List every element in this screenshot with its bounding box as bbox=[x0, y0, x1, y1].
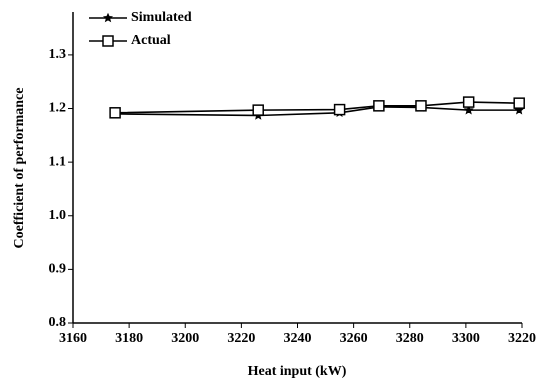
x-tick-label: 3300 bbox=[452, 331, 480, 346]
y-tick-label: 1.2 bbox=[49, 101, 67, 116]
y-axis-label: Coefficient of performance bbox=[12, 88, 27, 249]
x-tick-label: 3200 bbox=[171, 331, 199, 346]
y-tick-label: 1.1 bbox=[49, 154, 67, 169]
y-tick-label: 0.9 bbox=[49, 262, 67, 277]
x-tick-label: 3240 bbox=[284, 331, 312, 346]
x-tick-label: 3280 bbox=[396, 331, 424, 346]
data-point bbox=[415, 100, 427, 112]
data-point bbox=[252, 104, 264, 116]
series-line bbox=[115, 101, 520, 114]
legend-label: Simulated bbox=[131, 10, 192, 25]
legend-label: Actual bbox=[131, 33, 171, 48]
y-tick-label: 1.0 bbox=[49, 208, 67, 223]
data-point bbox=[333, 103, 346, 116]
x-tick-label: 3180 bbox=[115, 331, 143, 346]
data-point bbox=[373, 100, 385, 112]
y-tick-label: 1.3 bbox=[49, 47, 67, 62]
x-tick-label: 3220 bbox=[227, 331, 255, 346]
data-point bbox=[513, 97, 525, 109]
data-point bbox=[463, 104, 474, 115]
data-point bbox=[462, 96, 475, 108]
x-tick-label: 3160 bbox=[59, 331, 87, 346]
legend-marker bbox=[103, 12, 113, 23]
x-tick-label: 3220 bbox=[508, 331, 536, 346]
data-point bbox=[109, 107, 121, 119]
legend-marker bbox=[102, 35, 114, 47]
x-axis-label: Heat input (kW) bbox=[248, 364, 347, 379]
y-tick-label: 0.8 bbox=[49, 315, 67, 330]
x-tick-label: 3260 bbox=[340, 331, 368, 346]
